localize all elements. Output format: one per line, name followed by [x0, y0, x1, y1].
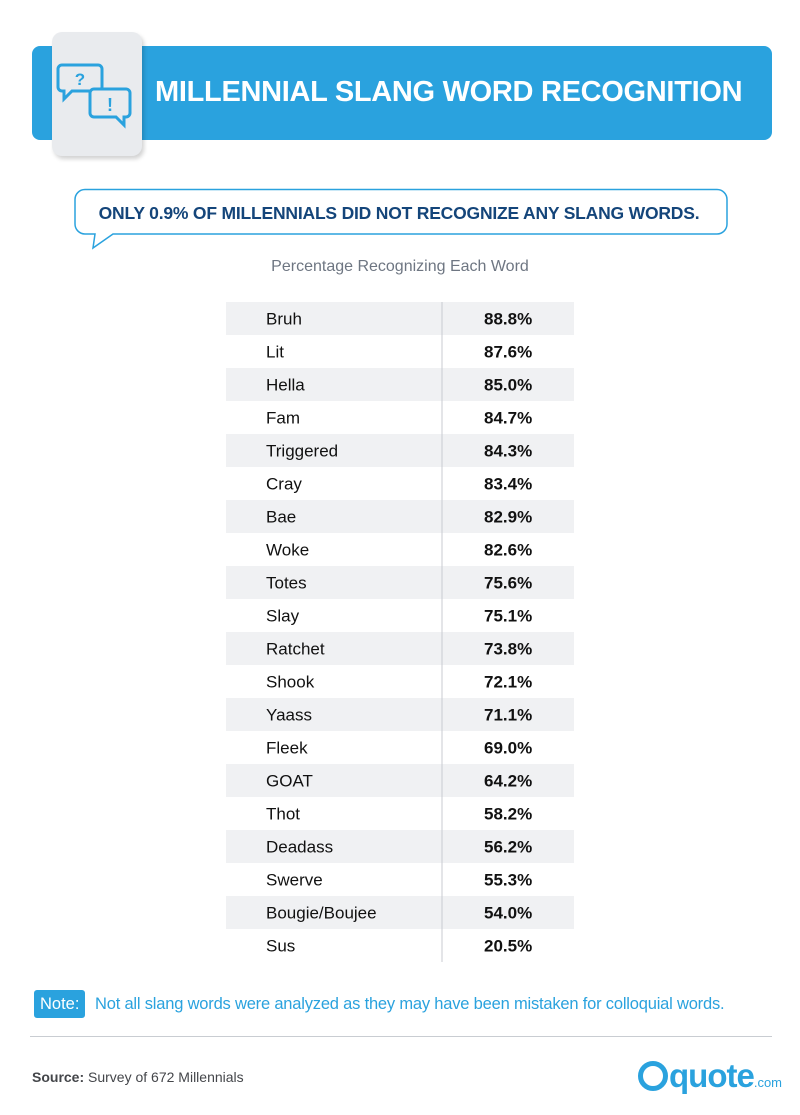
percentage-value: 54.0% — [484, 904, 532, 923]
note-badge: Note: — [34, 990, 86, 1018]
word-label: Woke — [266, 541, 309, 560]
word-label: Bae — [266, 508, 296, 527]
percentage-value: 72.1% — [484, 673, 532, 692]
word-label: GOAT — [266, 772, 313, 791]
percentage-value: 75.6% — [484, 574, 532, 593]
table-row-stripe — [226, 830, 574, 863]
word-label: Sus — [266, 937, 295, 956]
word-label: Shook — [266, 673, 315, 692]
word-label: Totes — [266, 574, 307, 593]
note-text: Not all slang words were analyzed as the… — [95, 995, 725, 1013]
percentage-value: 83.4% — [484, 475, 532, 494]
source-line: Source: Survey of 672 Millennials — [32, 1066, 244, 1088]
word-label: Thot — [266, 805, 300, 824]
table-row-stripe — [226, 500, 574, 533]
title-banner — [32, 46, 772, 140]
percentage-value: 84.3% — [484, 442, 532, 461]
percentage-value: 85.0% — [484, 376, 532, 395]
footer-divider — [30, 1036, 772, 1037]
percentage-value: 69.0% — [484, 739, 532, 758]
table-row-stripe — [226, 434, 574, 467]
word-label: Triggered — [266, 442, 338, 461]
percentage-value: 56.2% — [484, 838, 532, 857]
word-label: Swerve — [266, 871, 323, 890]
word-label: Fleek — [266, 739, 308, 758]
word-label: Bruh — [266, 310, 302, 329]
source-label: Source: — [32, 1069, 85, 1085]
percentage-value: 87.6% — [484, 343, 532, 362]
percentage-value: 20.5% — [484, 937, 532, 956]
table-row-stripe — [226, 566, 574, 599]
table-row-stripe — [226, 698, 574, 731]
percentage-value: 71.1% — [484, 706, 532, 725]
percentage-value: 75.1% — [484, 607, 532, 626]
source-text: Survey of 672 Millennials — [88, 1069, 244, 1085]
word-label: Ratchet — [266, 640, 325, 659]
logo-suffix: .com — [753, 1075, 782, 1090]
percentage-value: 55.3% — [484, 871, 532, 890]
word-label: Slay — [266, 607, 300, 626]
chart-title: Percentage Recognizing Each Word — [271, 258, 529, 275]
table-row-stripe — [226, 302, 574, 335]
percentage-value: 88.8% — [484, 310, 532, 329]
percentage-value: 82.9% — [484, 508, 532, 527]
word-label: Cray — [266, 475, 302, 494]
word-label: Hella — [266, 376, 305, 395]
svg-text:?: ? — [75, 70, 85, 89]
table-row-stripe — [226, 368, 574, 401]
speech-bubbles-icon: ? ! — [52, 32, 142, 156]
quote-mark-icon — [638, 1061, 668, 1091]
logo-text: quote — [669, 1057, 755, 1094]
table-row-stripe — [226, 764, 574, 797]
callout-bubble — [74, 188, 728, 250]
percentage-value: 73.8% — [484, 640, 532, 659]
word-label: Lit — [266, 343, 284, 362]
percentage-value: 58.2% — [484, 805, 532, 824]
percentage-value: 64.2% — [484, 772, 532, 791]
quote-logo[interactable]: quote.com — [638, 1058, 782, 1094]
table-row-stripe — [226, 896, 574, 929]
svg-text:!: ! — [107, 95, 113, 115]
callout-text: ONLY 0.9% OF MILLENNIALS DID NOT RECOGNI… — [98, 203, 700, 223]
percentage-value: 82.6% — [484, 541, 532, 560]
table-row-stripe — [226, 632, 574, 665]
word-label: Yaass — [266, 706, 312, 725]
page-title: MILLENNIAL SLANG WORD RECOGNITION — [155, 76, 743, 108]
word-label: Fam — [266, 409, 300, 428]
word-label: Deadass — [266, 838, 333, 857]
word-label: Bougie/Boujee — [266, 904, 377, 923]
percentage-value: 84.7% — [484, 409, 532, 428]
